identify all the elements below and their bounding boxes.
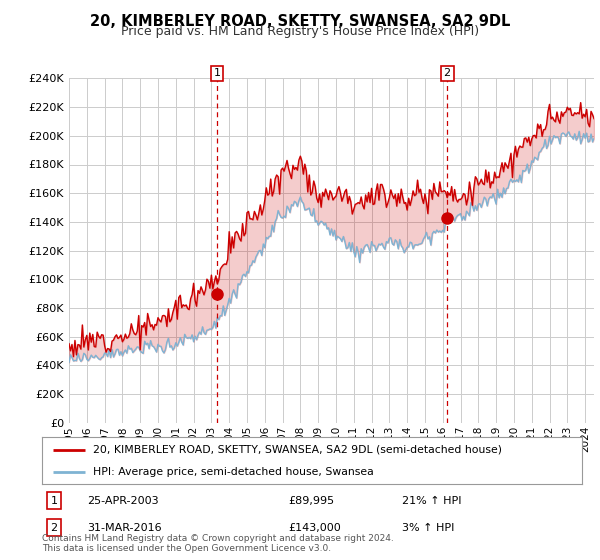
Text: 20, KIMBERLEY ROAD, SKETTY, SWANSEA, SA2 9DL: 20, KIMBERLEY ROAD, SKETTY, SWANSEA, SA2… [90, 14, 510, 29]
Text: £143,000: £143,000 [288, 522, 341, 533]
Text: Contains HM Land Registry data © Crown copyright and database right 2024.
This d: Contains HM Land Registry data © Crown c… [42, 534, 394, 553]
Text: £89,995: £89,995 [288, 496, 334, 506]
Text: 1: 1 [214, 68, 221, 78]
Text: Price paid vs. HM Land Registry's House Price Index (HPI): Price paid vs. HM Land Registry's House … [121, 25, 479, 38]
Text: 20, KIMBERLEY ROAD, SKETTY, SWANSEA, SA2 9DL (semi-detached house): 20, KIMBERLEY ROAD, SKETTY, SWANSEA, SA2… [94, 445, 502, 455]
Text: 1: 1 [50, 496, 58, 506]
Text: 2: 2 [50, 522, 58, 533]
Text: 3% ↑ HPI: 3% ↑ HPI [402, 522, 454, 533]
Text: 31-MAR-2016: 31-MAR-2016 [87, 522, 161, 533]
Text: 25-APR-2003: 25-APR-2003 [87, 496, 158, 506]
Text: HPI: Average price, semi-detached house, Swansea: HPI: Average price, semi-detached house,… [94, 466, 374, 477]
Text: 21% ↑ HPI: 21% ↑ HPI [402, 496, 461, 506]
Text: 2: 2 [443, 68, 451, 78]
